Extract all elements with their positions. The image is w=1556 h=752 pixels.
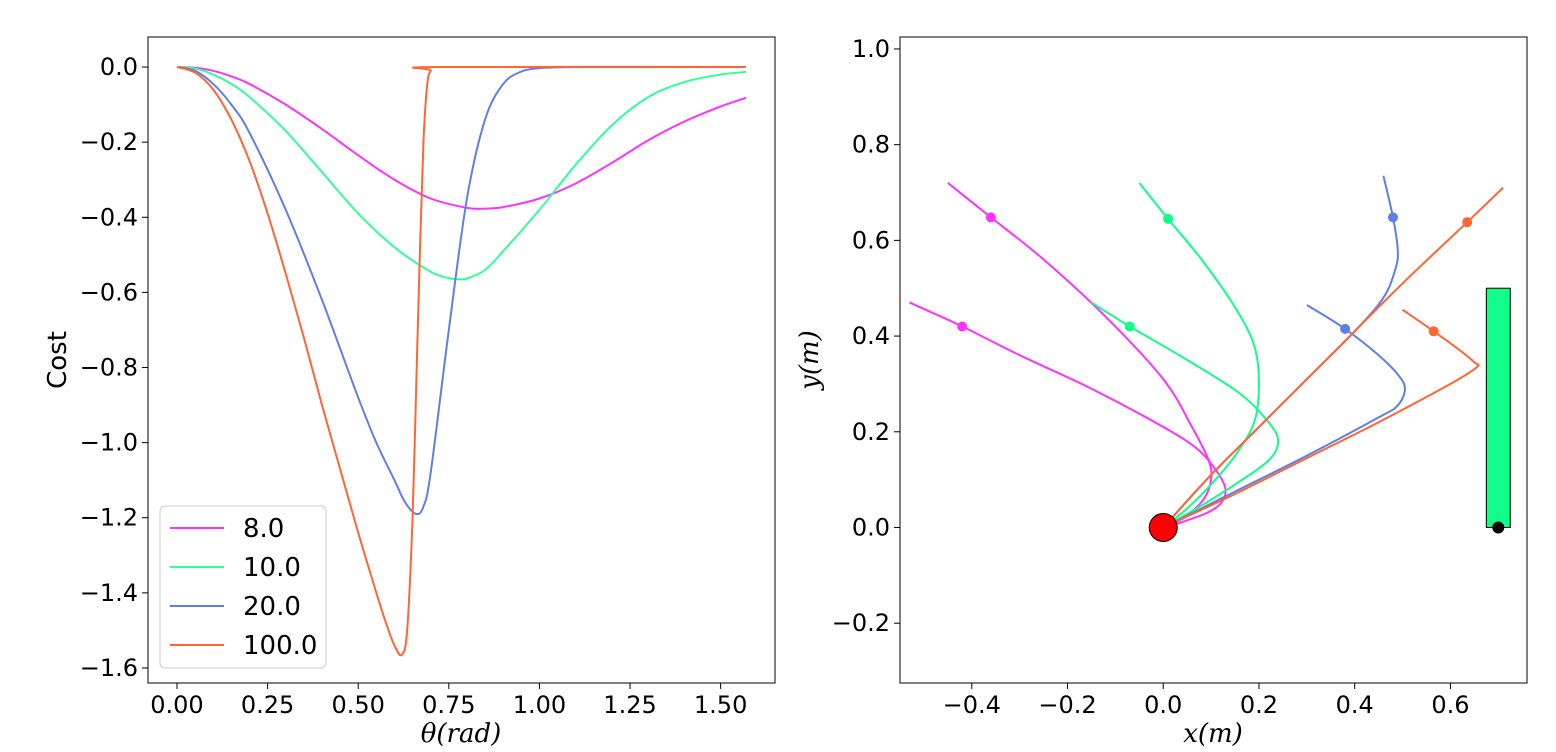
y-tick-label: −1.0 xyxy=(80,429,138,457)
trajectory-line xyxy=(1162,175,1399,529)
x-tick-label: 0.00 xyxy=(150,691,203,719)
trajectory-line xyxy=(1162,187,1504,529)
x-tick-label: −0.2 xyxy=(1038,691,1096,719)
target-bar xyxy=(1485,287,1511,528)
cost-series-group xyxy=(176,65,747,657)
x-tick-label: 0.4 xyxy=(1336,691,1374,719)
trajectory-line xyxy=(1162,304,1406,529)
y-tick-label: −1.4 xyxy=(80,579,138,607)
trajectory-marker xyxy=(1428,326,1439,337)
trajectory-marker xyxy=(1387,212,1398,223)
x-tick-label: 1.25 xyxy=(603,691,656,719)
y-tick-label: −1.2 xyxy=(80,504,138,532)
x-tick-label: −0.4 xyxy=(943,691,1001,719)
x-tick-label: 1.00 xyxy=(513,691,566,719)
trajectory-marker xyxy=(1163,213,1174,224)
trajectory-line xyxy=(1090,301,1280,529)
y-tick-label: −1.6 xyxy=(80,654,138,682)
trajectory-plot-ylabel: y(m) xyxy=(795,330,825,391)
trajectory-plot-xlabel: x(m) xyxy=(1183,719,1243,749)
y-tick-label: 0.8 xyxy=(852,131,890,159)
legend-label: 8.0 xyxy=(243,514,284,544)
x-tick-label: 0.6 xyxy=(1431,691,1469,719)
cost-series-line xyxy=(176,65,747,657)
trajectory-marker xyxy=(1340,323,1351,334)
trajectory-line xyxy=(1138,182,1260,529)
y-tick-label: −0.4 xyxy=(80,203,138,231)
legend-label: 20.0 xyxy=(243,592,301,622)
cost-plot-ylabel: Cost xyxy=(43,331,73,389)
x-tick-label: 0.50 xyxy=(331,691,384,719)
y-tick-label: −0.6 xyxy=(80,278,138,306)
y-tick-label: 0.4 xyxy=(852,322,890,350)
legend-label: 10.0 xyxy=(243,553,301,583)
legend-box xyxy=(159,505,327,669)
cost-plot: 0.00 0.25 0.50 0.75 1.00 1.25 1.50 0.0 −0.2 −0.4 −… xyxy=(43,36,776,749)
y-tick-label: −0.2 xyxy=(80,128,138,156)
trajectory-marker xyxy=(957,321,968,332)
trajectory-series-group xyxy=(909,175,1511,542)
origin-marker xyxy=(1148,512,1178,542)
y-tick-label: 0.0 xyxy=(852,513,890,541)
trajectory-plot-frame xyxy=(899,36,1528,684)
x-tick-label: 0.2 xyxy=(1240,691,1278,719)
x-tick-label: 1.50 xyxy=(694,691,747,719)
cost-plot-xlabel: θ(rad) xyxy=(421,719,502,749)
y-tick-label: −0.2 xyxy=(832,609,890,637)
target-point xyxy=(1492,521,1505,534)
trajectory-line xyxy=(1162,308,1480,529)
cost-series-line xyxy=(176,66,747,210)
x-tick-label: 0.25 xyxy=(241,691,294,719)
y-tick-label: 1.0 xyxy=(852,35,890,63)
y-tick-label: −0.8 xyxy=(80,354,138,382)
legend: 8.0 10.0 20.0 100.0 xyxy=(159,505,327,669)
trajectory-plot: −0.4 −0.2 0.0 0.2 0.4 0.6 −0.2 0.0 0.2 0.4 0.6 0.8 1… xyxy=(795,35,1528,749)
trajectory-marker xyxy=(1124,321,1135,332)
cost-series-line xyxy=(176,66,747,281)
y-tick-label: 0.6 xyxy=(852,226,890,254)
y-tick-label: 0.2 xyxy=(852,418,890,446)
x-tick-label: 0.75 xyxy=(422,691,475,719)
trajectory-marker xyxy=(1462,217,1473,228)
x-tick-label: 0.0 xyxy=(1144,691,1182,719)
legend-label: 100.0 xyxy=(243,631,317,661)
trajectory-marker xyxy=(985,212,996,223)
trajectory-line xyxy=(909,301,1227,529)
y-tick-label: 0.0 xyxy=(100,53,138,81)
trajectory-line xyxy=(947,182,1213,529)
cost-plot-frame xyxy=(147,36,776,684)
